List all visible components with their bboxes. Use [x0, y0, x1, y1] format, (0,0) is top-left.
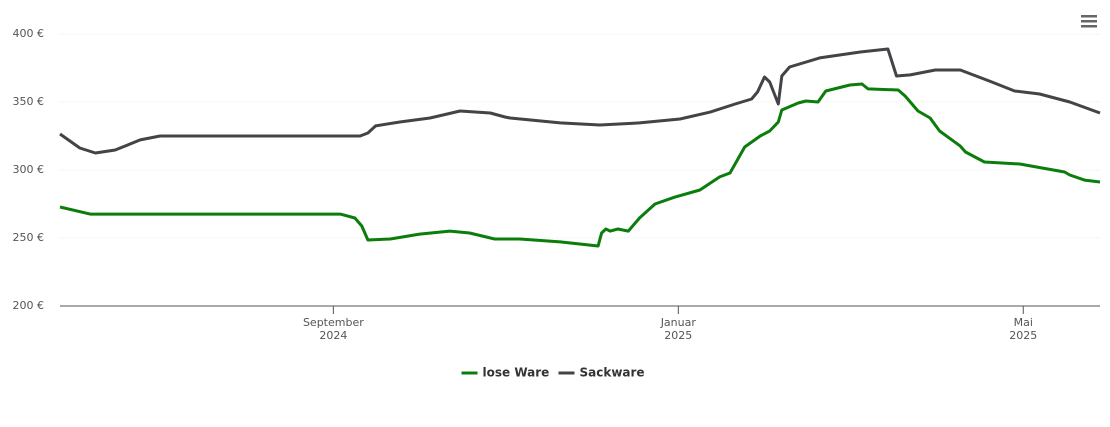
y-tick-label: 350 €	[13, 95, 45, 108]
y-tick-label: 400 €	[13, 27, 45, 40]
series-line	[59, 47, 1101, 155]
menu-bar	[1081, 20, 1097, 23]
menu-bar	[1081, 15, 1097, 18]
menu-button[interactable]	[1081, 15, 1097, 28]
y-tick-label: 250 €	[13, 231, 45, 244]
y-tick-label: 300 €	[13, 163, 45, 176]
legend-label: lose Ware	[483, 366, 550, 380]
legend-label: Sackware	[580, 366, 645, 380]
menu-bar	[1081, 25, 1097, 28]
x-tick-label: September 2024	[302, 316, 364, 342]
series-line	[59, 82, 1101, 248]
x-tick-label: Januar 2025	[660, 316, 696, 342]
x-tick-label: Mai 2025	[1009, 316, 1038, 342]
y-tick-label: 200 €	[13, 299, 45, 312]
